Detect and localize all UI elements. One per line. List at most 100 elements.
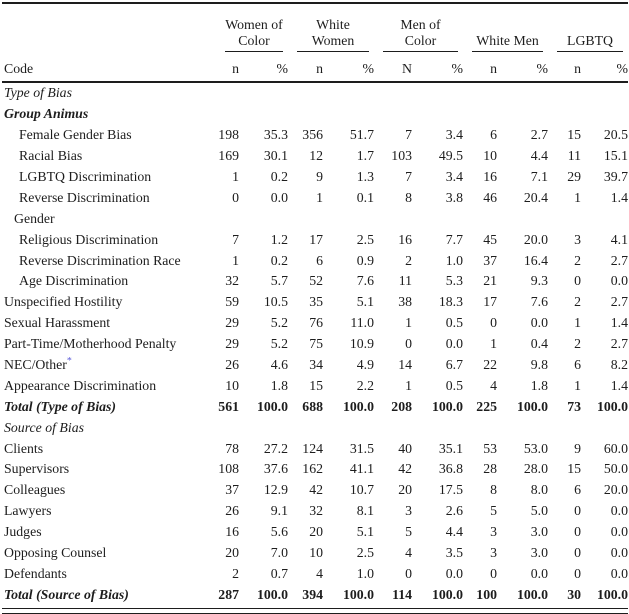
value-cell: [463, 417, 497, 438]
value-cell: 1.0: [445, 252, 463, 268]
value-cell: 3: [574, 231, 582, 247]
value-cell: 18.3: [438, 294, 463, 310]
value-cell: 35.3: [263, 127, 288, 143]
value-cell: 3.8: [445, 189, 463, 205]
value-cell: 9.3: [530, 273, 549, 289]
row-label: Appearance Discrimination: [4, 377, 157, 393]
value-cell: [374, 82, 412, 104]
value-cell: 9.8: [530, 357, 549, 373]
column-group-underline: White Men: [472, 33, 544, 52]
table-row: Defendants 2 0.7 4 1.0 0 0.0 0 0.0 0 0.0: [2, 563, 628, 584]
row-label: Source of Bias: [4, 419, 84, 435]
value-cell: 16.4: [523, 252, 549, 268]
subheader-row: Code n % n % N % n % n %: [2, 52, 629, 83]
value-cell: 20: [309, 524, 323, 540]
value-cell: 50.0: [603, 461, 629, 477]
row-label: Opposing Counsel: [4, 545, 107, 561]
value-cell: 688: [302, 398, 323, 414]
value-cell: [548, 417, 581, 438]
column-group-white-men: White Men: [463, 4, 548, 52]
table-row: Religious Discrimination 7 1.2 17 2.5 16 7.7 45…: [2, 229, 628, 250]
value-cell: 3.4: [445, 127, 463, 143]
value-cell: 42: [309, 482, 323, 498]
table-row: Reverse Discrimination Race 1 0.2 6 0.9 2 1.0 3…: [2, 250, 628, 271]
column-group-row: Women of Color White Women Men of Color …: [2, 4, 628, 52]
value-cell: 42: [398, 461, 412, 477]
value-cell: 16: [483, 169, 497, 184]
value-cell: 4.4: [530, 148, 549, 164]
value-cell: 100.0: [431, 586, 463, 602]
value-cell: 36.8: [438, 461, 463, 477]
code-column-spacer: [2, 4, 216, 52]
value-cell: 26: [225, 357, 239, 373]
value-cell: 76: [309, 315, 323, 331]
table-row: Type of Bias: [2, 82, 628, 104]
value-cell: 73: [567, 398, 582, 414]
value-cell: 9.1: [270, 503, 288, 519]
value-cell: 4: [405, 545, 412, 561]
value-cell: [548, 104, 581, 125]
value-cell: 100.0: [596, 586, 629, 602]
value-cell: 2: [405, 252, 412, 268]
value-cell: 100.0: [431, 398, 463, 414]
value-cell: 0.0: [530, 315, 549, 331]
value-cell: 28: [483, 461, 497, 477]
subheader-n: n: [463, 52, 497, 83]
value-cell: 394: [302, 586, 323, 602]
value-cell: 14: [398, 357, 412, 373]
value-cell: 29: [225, 336, 239, 352]
value-cell: [581, 208, 628, 229]
value-cell: 53.0: [523, 440, 549, 456]
value-cell: 1: [232, 169, 239, 184]
value-cell: 1: [574, 315, 582, 331]
value-cell: 29: [225, 315, 239, 331]
value-cell: 16: [225, 524, 239, 540]
row-label: Group Animus: [4, 106, 89, 122]
value-cell: 7.6: [356, 273, 374, 289]
value-cell: 1: [405, 315, 412, 331]
row-label: Lawyers: [4, 503, 52, 519]
value-cell: 2.7: [610, 252, 629, 268]
value-cell: 1: [232, 252, 239, 268]
value-cell: 1.8: [270, 377, 288, 393]
table-row: Sexual Harassment 29 5.2 76 11.0 1 0.5 0 0.0 1 1.4: [2, 313, 628, 334]
column-group-underline: Women of Color: [225, 17, 283, 52]
value-cell: 7.0: [270, 545, 288, 561]
footnote-asterisk[interactable]: *: [66, 355, 72, 367]
value-cell: 75: [309, 336, 323, 352]
value-cell: 1.0: [356, 565, 374, 581]
value-cell: [497, 417, 548, 438]
table-row: Total (Source of Bias) 287 100.0 394 100.0 11…: [2, 584, 628, 605]
value-cell: 32: [309, 503, 323, 519]
value-cell: 0.0: [610, 545, 629, 561]
value-cell: 0.1: [356, 189, 374, 205]
value-cell: 0: [490, 565, 497, 581]
value-cell: 5.6: [270, 524, 288, 540]
value-cell: 17.5: [438, 482, 463, 498]
table-row: Opposing Counsel 20 7.0 10 2.5 4 3.5 3 3.0 0 0.0: [2, 543, 628, 564]
value-cell: 0.2: [270, 252, 288, 268]
value-cell: 114: [392, 586, 412, 602]
value-cell: [548, 82, 581, 104]
value-cell: 0.0: [530, 565, 549, 581]
value-cell: [239, 82, 288, 104]
value-cell: 3.5: [445, 545, 463, 561]
value-cell: 561: [218, 398, 239, 414]
value-cell: 22: [483, 357, 497, 373]
row-label: Religious Discrimination: [19, 231, 159, 247]
value-cell: 1.4: [610, 189, 629, 205]
value-cell: [581, 82, 628, 104]
row-label: Reverse Discrimination Race: [19, 252, 181, 268]
value-cell: 0.0: [270, 189, 288, 205]
value-cell: 10: [225, 377, 239, 393]
value-cell: 52: [309, 273, 323, 289]
value-cell: [239, 104, 288, 125]
value-cell: 2.7: [530, 127, 549, 143]
subheader-pct: %: [323, 52, 374, 83]
subheader-n: n: [288, 52, 323, 83]
value-cell: [288, 208, 323, 229]
table-row: Racial Bias 169 30.1 12 1.7 103 49.5 10 4.4 11 15.…: [2, 146, 628, 167]
value-cell: 5.2: [270, 336, 288, 352]
value-cell: 0.5: [445, 377, 463, 393]
value-cell: [239, 208, 288, 229]
